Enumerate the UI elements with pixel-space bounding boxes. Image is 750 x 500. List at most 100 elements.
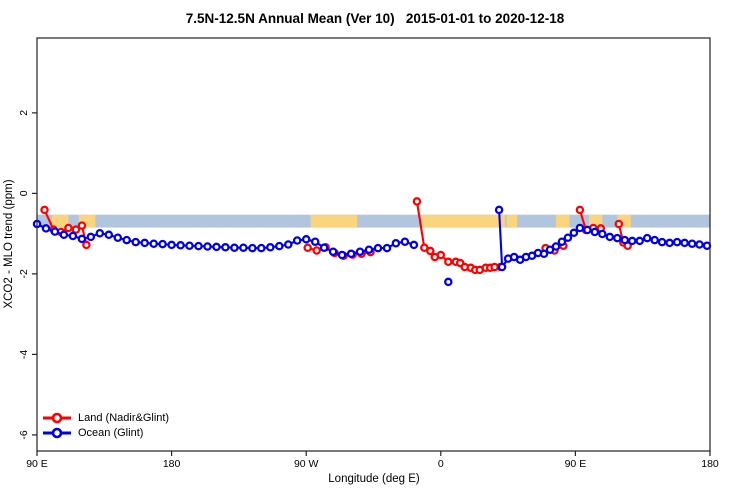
data-point <box>59 230 69 240</box>
data-point <box>86 232 96 242</box>
map-band-land <box>555 214 570 228</box>
data-series-layer <box>32 197 712 287</box>
x-tick-label: 90 E <box>26 458 48 470</box>
x-tick-label: 0 <box>438 458 444 470</box>
y-tick-label: -2 <box>18 269 30 278</box>
data-point <box>551 242 561 251</box>
data-point <box>337 250 347 260</box>
data-point <box>292 236 302 245</box>
ocean-series-marker-icon <box>43 427 71 438</box>
y-axis-label: XCO2 - MLO trend (ppm) <box>3 179 15 308</box>
x-tick-label: 90 W <box>294 458 319 470</box>
data-point <box>409 240 419 250</box>
axes-layer: 90 E 180 90 W 0 90 E 180 2 0 -2 -4 -6 <box>18 37 719 470</box>
map-band-land <box>421 214 506 228</box>
data-point <box>420 243 429 252</box>
data-point <box>167 240 176 250</box>
data-point <box>569 228 579 238</box>
data-point <box>545 245 555 254</box>
data-point <box>301 235 311 244</box>
data-point <box>77 221 87 230</box>
data-point <box>328 247 338 256</box>
y-tick-label: 0 <box>18 190 30 196</box>
y-tick-label: 2 <box>18 110 30 116</box>
series-0 <box>40 197 632 275</box>
data-point <box>310 237 320 246</box>
data-point <box>194 241 203 251</box>
series-1 <box>32 205 712 287</box>
data-point <box>575 223 585 233</box>
data-point <box>583 225 592 235</box>
data-point <box>68 231 78 241</box>
data-point <box>312 246 321 255</box>
chart-title: 7.5N-12.5N Annual Mean (Ver 10) 2015-01-… <box>185 11 565 26</box>
data-point <box>248 243 257 253</box>
data-point <box>266 243 275 252</box>
x-tick-label: 90 E <box>565 458 587 470</box>
data-point <box>672 237 682 247</box>
data-point <box>346 249 356 259</box>
data-point <box>50 227 60 236</box>
data-point <box>590 227 600 237</box>
x-axis-label: Longitude (deg E) <box>328 473 420 485</box>
data-point <box>642 233 652 243</box>
data-point <box>257 243 266 253</box>
data-point <box>113 233 123 242</box>
plot-border <box>36 37 711 452</box>
data-point <box>680 238 689 248</box>
data-point <box>563 233 573 242</box>
data-point <box>702 241 712 250</box>
data-point <box>203 242 212 251</box>
data-point <box>95 228 105 238</box>
data-point <box>650 235 659 245</box>
y-tick-label: -4 <box>18 350 30 359</box>
data-point <box>391 239 401 248</box>
map-band-land <box>310 214 358 228</box>
data-point <box>494 205 504 215</box>
data-point <box>319 243 329 252</box>
data-point <box>64 223 73 233</box>
legend-item-ocean: Ocean (Glint) <box>42 425 169 440</box>
data-point <box>40 205 49 215</box>
data-point <box>400 237 410 246</box>
data-point <box>185 241 194 250</box>
data-point <box>212 242 221 252</box>
data-point <box>444 277 453 287</box>
data-point <box>82 240 91 250</box>
data-point <box>605 232 615 242</box>
data-point <box>426 246 435 256</box>
data-point <box>176 241 185 250</box>
data-point <box>77 234 87 244</box>
x-tick-label: 180 <box>701 458 719 470</box>
data-point <box>539 249 549 259</box>
data-point <box>436 250 446 260</box>
data-point <box>41 224 51 233</box>
data-point <box>695 240 704 249</box>
x-tick-label: 180 <box>163 458 181 470</box>
data-point <box>303 243 312 252</box>
data-point <box>364 245 374 254</box>
legend-item-land: Land (Nadir&Glint) <box>42 410 169 425</box>
data-point <box>71 225 81 234</box>
data-point <box>614 219 624 229</box>
data-point <box>158 239 167 249</box>
data-point <box>598 229 607 239</box>
data-point <box>382 243 392 253</box>
data-point <box>575 205 585 215</box>
map-band-land <box>506 214 518 228</box>
data-point <box>221 243 230 252</box>
data-point <box>412 197 422 206</box>
world-map-band <box>37 214 710 228</box>
data-point <box>149 239 158 248</box>
land-series-marker-icon <box>43 412 71 423</box>
data-point <box>275 241 284 251</box>
data-point <box>230 243 239 252</box>
data-point <box>665 238 674 248</box>
data-point <box>627 236 637 246</box>
data-point <box>635 236 644 246</box>
legend-label-land: Land (Nadir&Glint) <box>78 411 170 424</box>
map-band-ocean <box>37 214 710 228</box>
data-point <box>140 238 149 248</box>
